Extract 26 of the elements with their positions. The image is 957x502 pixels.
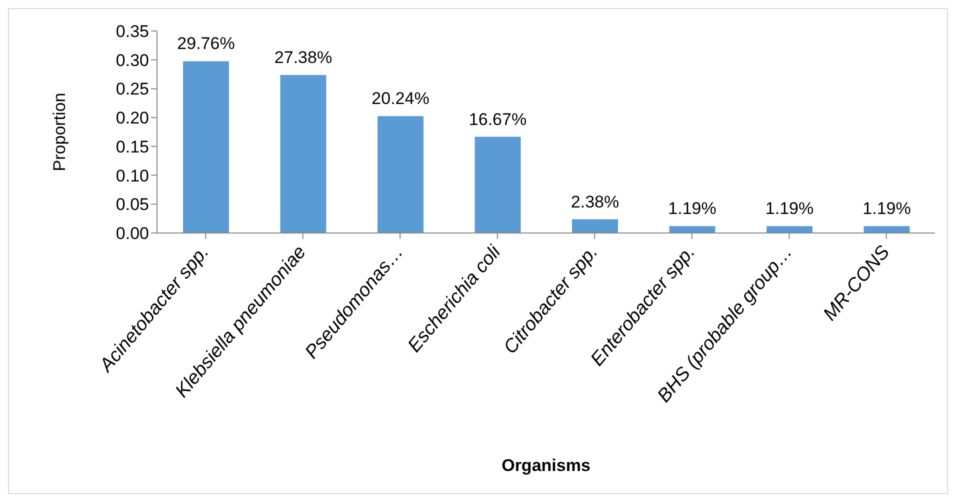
bar: [864, 226, 910, 233]
y-tick-label: 0.15: [116, 137, 149, 156]
y-tick-label: 0.30: [116, 50, 149, 70]
y-axis-title: Proportion: [50, 92, 70, 172]
data-label: 16.67%: [468, 110, 527, 129]
bar: [378, 116, 424, 233]
data-label: 2.38%: [570, 192, 620, 212]
data-label: 20.24%: [372, 89, 430, 108]
bar: [572, 219, 618, 233]
x-axis-title: Organisms: [502, 456, 590, 475]
y-tick-label: 0.35: [116, 22, 149, 42]
data-label: 27.38%: [274, 48, 332, 67]
data-label: 29.76%: [177, 34, 235, 54]
bar: [183, 61, 229, 233]
y-tick-label: 0.10: [116, 166, 149, 186]
y-tick-label: 0.00: [116, 224, 149, 244]
y-tick-label: 0.25: [116, 80, 149, 99]
data-label: 1.19%: [668, 199, 716, 218]
data-label: 1.19%: [765, 199, 814, 218]
y-tick-label: 0.05: [116, 195, 149, 214]
bar: [280, 74, 326, 233]
bar: [474, 136, 521, 233]
data-label: 1.19%: [862, 199, 911, 218]
bar: [766, 226, 812, 233]
y-tick-label: 0.20: [116, 108, 149, 128]
bar: [669, 226, 716, 233]
